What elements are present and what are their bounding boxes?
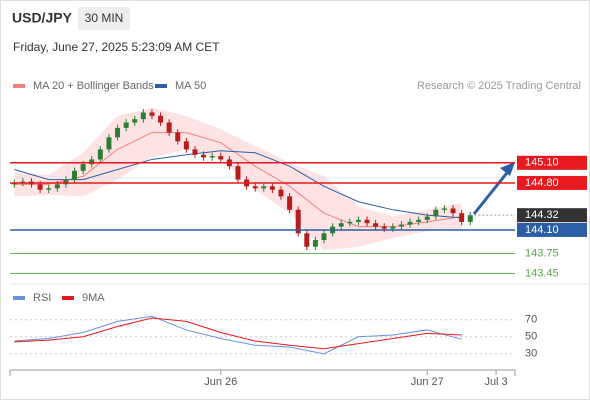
- candle-body: [407, 221, 413, 225]
- candle-body: [140, 112, 146, 120]
- ma-line: [14, 150, 462, 219]
- timestamp: Friday, June 27, 2025 5:23:09 AM CET: [13, 40, 220, 54]
- candle-body: [123, 122, 129, 128]
- candle-body: [37, 184, 43, 190]
- candle-body: [46, 188, 52, 190]
- candle-body: [149, 112, 155, 116]
- candle-body: [390, 226, 396, 229]
- candle-body: [304, 233, 310, 247]
- y-tick-label: 30: [525, 348, 537, 360]
- last-price-box: [517, 208, 587, 223]
- interval-box: [78, 7, 130, 30]
- legend-label: MA 50: [175, 80, 206, 92]
- candle-body: [287, 196, 293, 210]
- candle-body: [321, 233, 327, 241]
- y-tick-label: 50: [525, 331, 537, 343]
- candle-body: [312, 240, 318, 247]
- candle-body: [338, 223, 344, 227]
- candle-body: [424, 216, 430, 220]
- candle-body: [261, 186, 267, 189]
- candle-body: [72, 170, 78, 180]
- candle-body: [269, 186, 275, 190]
- candle-body: [175, 132, 181, 142]
- candle-body: [355, 219, 361, 222]
- candle-body: [183, 141, 189, 150]
- credit: Research © 2025 Trading Central: [417, 80, 581, 92]
- level-label-box: [517, 222, 587, 237]
- legend-label: 9MA: [82, 292, 105, 304]
- candle-body: [416, 219, 422, 222]
- candle-body: [80, 164, 86, 171]
- x-tick-label: Jul 3: [484, 376, 507, 388]
- level-label: 145.10: [525, 157, 559, 169]
- level-label: 144.80: [525, 177, 559, 189]
- candle-body: [441, 208, 447, 210]
- candle-body: [132, 119, 138, 123]
- candle-body: [278, 189, 284, 197]
- candle-body: [158, 115, 164, 123]
- level-label-box: [517, 175, 587, 190]
- indicator-line: [14, 315, 462, 355]
- candle-body: [433, 209, 439, 217]
- candle-body: [218, 156, 224, 160]
- candle-body: [192, 149, 198, 155]
- interval: 30 MIN: [85, 11, 124, 25]
- candle-body: [252, 186, 258, 189]
- candle-body: [398, 224, 404, 227]
- candle-body: [467, 215, 473, 222]
- candle-body: [166, 122, 172, 133]
- candle-body: [63, 179, 69, 185]
- candle-body: [235, 166, 241, 180]
- bollinger-band: [14, 107, 462, 251]
- candle-body: [459, 213, 465, 222]
- legend-swatch: [62, 296, 74, 300]
- candle-body: [347, 221, 353, 224]
- legend-swatch: [13, 296, 25, 300]
- level-label: 143.75: [525, 247, 559, 259]
- candle-body: [97, 149, 103, 160]
- forecast-arrow: [472, 168, 512, 215]
- legend-swatch: [13, 84, 25, 88]
- indicator-line: [14, 317, 462, 350]
- candle-body: [89, 159, 95, 165]
- candle-body: [201, 154, 207, 158]
- candle-body: [364, 219, 370, 224]
- x-tick-label: Jun 26: [204, 376, 237, 388]
- y-tick-label: 70: [525, 314, 537, 326]
- candle-body: [106, 137, 112, 150]
- candle-body: [450, 208, 456, 214]
- level-label-box: [517, 155, 587, 170]
- ma-line: [14, 132, 462, 228]
- symbol: USD/JPY: [12, 10, 73, 26]
- candle-body: [209, 156, 215, 158]
- level-label: 143.45: [525, 267, 559, 279]
- candle-body: [381, 226, 387, 229]
- legend-label: MA 20 + Bollinger Bands: [33, 80, 154, 92]
- candle-body: [295, 209, 301, 234]
- candle-body: [54, 184, 60, 189]
- level-label: 144.10: [525, 224, 559, 236]
- last-price-label: 144.32: [525, 209, 559, 221]
- forecast-arrowhead: [500, 162, 515, 176]
- x-tick-label: Jun 27: [411, 376, 444, 388]
- candle-body: [115, 127, 121, 138]
- candle-body: [373, 223, 379, 227]
- legend-swatch: [155, 84, 167, 88]
- legend-label: RSI: [33, 292, 51, 304]
